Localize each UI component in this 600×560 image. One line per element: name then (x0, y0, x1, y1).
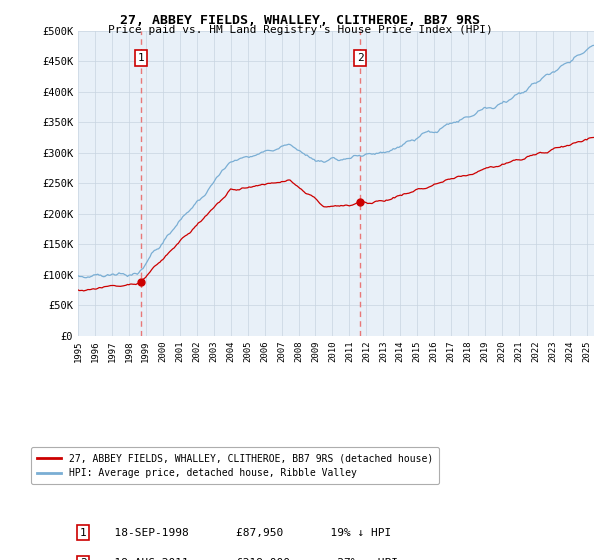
Legend: 27, ABBEY FIELDS, WHALLEY, CLITHEROE, BB7 9RS (detached house), HPI: Average pri: 27, ABBEY FIELDS, WHALLEY, CLITHEROE, BB… (31, 447, 439, 484)
Text: 27, ABBEY FIELDS, WHALLEY, CLITHEROE, BB7 9RS: 27, ABBEY FIELDS, WHALLEY, CLITHEROE, BB… (120, 14, 480, 27)
Text: 1: 1 (80, 528, 86, 538)
Text: 19-AUG-2011       £219,000       27% ↓ HPI: 19-AUG-2011 £219,000 27% ↓ HPI (101, 558, 398, 560)
Text: 18-SEP-1998       £87,950       19% ↓ HPI: 18-SEP-1998 £87,950 19% ↓ HPI (101, 528, 391, 538)
Text: 2: 2 (80, 558, 86, 560)
Text: 2: 2 (357, 53, 364, 63)
Text: Price paid vs. HM Land Registry's House Price Index (HPI): Price paid vs. HM Land Registry's House … (107, 25, 493, 35)
Text: 1: 1 (138, 53, 145, 63)
